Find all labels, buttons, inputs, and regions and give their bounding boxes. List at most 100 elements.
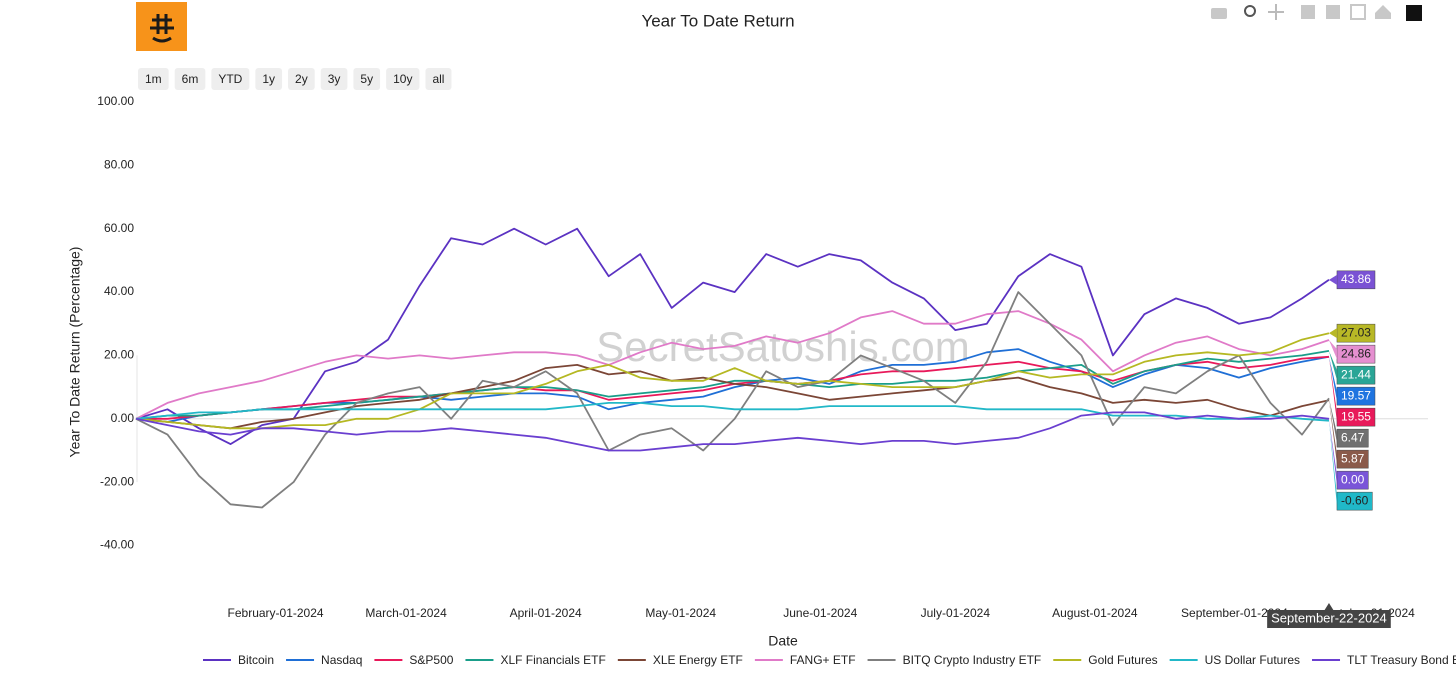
range-button[interactable]: all [425, 68, 452, 90]
legend-item[interactable]: Bitcoin [203, 653, 274, 667]
legend-item[interactable]: XLE Energy ETF [617, 653, 743, 667]
end-label: 27.03 [1328, 323, 1376, 343]
x-tick-label: May-01-2024 [645, 606, 716, 620]
legend-label[interactable]: FANG+ ETF [790, 653, 856, 667]
range-button-label[interactable]: 3y [328, 72, 341, 86]
range-button[interactable]: 2y [288, 68, 315, 90]
range-button[interactable]: 6m [174, 68, 206, 90]
range-button-bg[interactable] [386, 68, 420, 90]
legend-label[interactable]: Bitcoin [238, 653, 274, 667]
end-label-pointer [1328, 340, 1337, 360]
series-line [135, 310, 1330, 420]
y-tick-label: 100.00 [97, 94, 134, 108]
x-tick-label: June-01-2024 [783, 606, 857, 620]
legend-label[interactable]: XLE Energy ETF [653, 653, 743, 667]
y-tick-label: 20.00 [104, 348, 134, 362]
end-label-text: 21.44 [1341, 367, 1371, 381]
reset-icon[interactable] [1375, 5, 1391, 19]
end-label-text: 24.86 [1341, 346, 1371, 360]
range-button[interactable]: 5y [353, 68, 381, 90]
range-button-label[interactable]: 2y [295, 72, 308, 86]
x-tick-label: April-01-2024 [510, 606, 582, 620]
legend-label[interactable]: BITQ Crypto Industry ETF [903, 653, 1042, 667]
legend-item[interactable]: US Dollar Futures [1169, 653, 1300, 667]
x-tick-label: September-01-2024 [1181, 606, 1288, 620]
range-button-bg[interactable] [288, 68, 315, 90]
legend-item[interactable]: Gold Futures [1053, 653, 1158, 667]
legend-label[interactable]: Nasdaq [321, 653, 362, 667]
end-label-text: 6.47 [1341, 430, 1365, 444]
end-label-pointer [1328, 328, 1337, 339]
zoom-in-icon[interactable] [1301, 5, 1315, 19]
series-line [135, 402, 1330, 422]
range-button-bg[interactable] [174, 68, 206, 90]
range-button-label[interactable]: 10y [393, 72, 412, 86]
x-tick-label: February-01-2024 [228, 606, 324, 620]
legend-item[interactable]: BITQ Crypto Industry ETF [867, 653, 1042, 667]
end-label-pointer [1328, 400, 1337, 465]
end-label-pointer [1328, 350, 1337, 381]
legend-item[interactable]: Nasdaq [286, 653, 362, 667]
logo-glyph [150, 14, 174, 43]
end-label: 24.86 [1328, 340, 1376, 364]
legend-item[interactable]: XLF Financials ETF [465, 653, 606, 667]
end-label-pointer [1328, 398, 1337, 444]
range-button-bg[interactable] [211, 68, 250, 90]
end-label-pointer [1328, 274, 1337, 285]
range-button-label[interactable]: 6m [182, 72, 199, 86]
autoscale-icon[interactable] [1350, 4, 1366, 20]
range-button-bg[interactable] [138, 68, 169, 90]
y-tick-label: -40.00 [100, 538, 134, 552]
end-label-text: 19.57 [1341, 388, 1371, 402]
legend-label[interactable]: TLT Treasury Bond ETF [1347, 653, 1456, 667]
legend-label[interactable]: XLF Financials ETF [500, 653, 605, 667]
range-button[interactable]: 1y [255, 68, 283, 90]
range-button[interactable]: YTD [211, 68, 250, 90]
camera-icon[interactable] [1211, 8, 1227, 19]
end-label: 6.47 [1328, 398, 1369, 448]
hover-label: September-22-2024 [1267, 610, 1391, 628]
range-button-label[interactable]: 1y [262, 72, 275, 86]
range-button[interactable]: 1m [138, 68, 169, 90]
plotly-icon[interactable] [1406, 5, 1422, 21]
end-label: 0.00 [1328, 418, 1369, 490]
legend-label[interactable]: Gold Futures [1088, 653, 1157, 667]
range-button-label[interactable]: 1m [145, 72, 162, 86]
end-label-text: 5.87 [1341, 451, 1365, 465]
legend-label[interactable]: US Dollar Futures [1205, 653, 1300, 667]
legend-item[interactable]: S&P500 [374, 653, 454, 667]
y-tick-label: 80.00 [104, 158, 134, 172]
toolbar[interactable] [1211, 4, 1422, 21]
y-tick-label: -20.00 [100, 474, 134, 488]
end-label-pointer [1328, 418, 1337, 486]
range-button[interactable]: 10y [386, 68, 420, 90]
range-button-label[interactable]: YTD [218, 72, 242, 86]
end-label-pointer [1328, 356, 1337, 423]
range-button-bg[interactable] [425, 68, 452, 90]
series-line [135, 291, 1330, 509]
series-line [135, 411, 1330, 452]
range-button[interactable]: 3y [320, 68, 348, 90]
pan-icon[interactable] [1268, 4, 1284, 20]
end-label-text: 43.86 [1341, 272, 1371, 286]
series-line [135, 350, 1330, 420]
end-label: 19.57 [1328, 356, 1376, 406]
hover-pointer [1323, 603, 1334, 611]
zoom-icon[interactable] [1244, 5, 1256, 17]
watermark: SecretSatoshis.com [596, 323, 970, 370]
legend-item[interactable]: TLT Treasury Bond ETF [1312, 653, 1456, 667]
range-button-label[interactable]: 5y [360, 72, 373, 86]
legend-label[interactable]: S&P500 [409, 653, 453, 667]
range-button-bg[interactable] [353, 68, 381, 90]
hover-label-box [1267, 610, 1391, 628]
range-button-label[interactable]: all [432, 72, 444, 86]
zoom-out-icon[interactable] [1326, 5, 1340, 19]
legend-item[interactable]: FANG+ ETF [754, 653, 856, 667]
series-line [135, 332, 1330, 430]
end-label: -0.60 [1328, 420, 1373, 511]
range-button-bg[interactable] [320, 68, 348, 90]
end-label: 5.87 [1328, 400, 1369, 469]
end-label-text: -0.60 [1341, 493, 1369, 507]
range-button-bg[interactable] [255, 68, 283, 90]
